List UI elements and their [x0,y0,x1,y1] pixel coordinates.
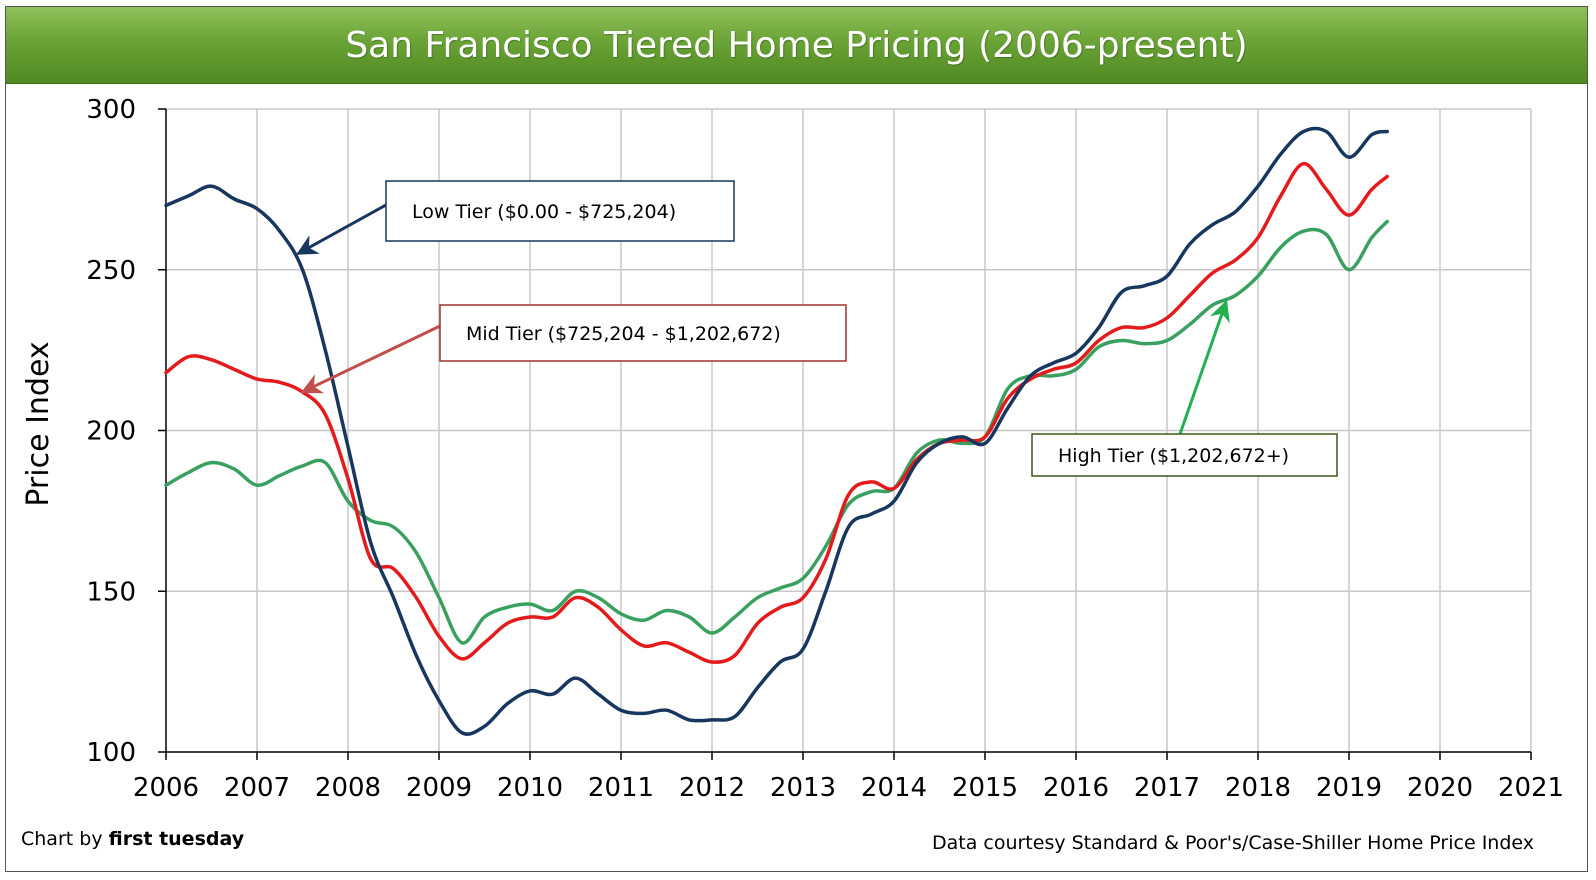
series-lines [164,126,1389,736]
series-line-mid-tier [164,161,1389,664]
x-tick-label: 2021 [1498,773,1564,803]
x-tick-label: 2013 [770,773,836,803]
x-tick-label: 2016 [1043,773,1109,803]
x-tick-label: 2007 [224,773,290,803]
annotation-high-tier-label: High Tier ($1,202,672+) [1058,445,1289,467]
arrow-high-tier [1178,299,1230,435]
credit-right: Data courtesy Standard & Poor's/Case-Shi… [931,832,1534,854]
y-tick-label: 250 [86,256,136,286]
arrow-low-tier [296,203,387,255]
x-tick-label: 2020 [1407,773,1473,803]
x-tick-label: 2006 [133,773,199,803]
credit-left-prefix: Chart by [21,828,109,850]
x-tick-label: 2019 [1316,773,1382,803]
x-tick-label: 2014 [861,773,927,803]
credit-left: Chart by first tuesday [21,828,244,850]
annotations: Low Tier ($0.00 - $725,204) Mid Tier ($72… [296,180,1338,477]
arrow-mid-tier [300,324,441,394]
x-tick-label: 2009 [406,773,472,803]
axes: 2006 2007 2008 2009 2010 2011 2012 2013 2014 2015… [86,95,1564,803]
gridlines [166,108,1532,752]
series-line-low-tier [164,126,1389,736]
annotation-low-tier-box [385,180,735,242]
x-tick-label: 2012 [679,773,745,803]
annotation-mid-tier-label: Mid Tier ($725,204 - $1,202,672) [466,323,781,345]
annotation-mid-tier-box [439,304,847,362]
credit-left-brand: first tuesday [108,828,245,850]
x-tick-label: 2010 [497,773,563,803]
x-tick-label: 2008 [315,773,381,803]
x-tick-label: 2015 [952,773,1018,803]
annotation-low-tier-label: Low Tier ($0.00 - $725,204) [412,201,676,223]
series-line-high-tier [164,219,1389,645]
title-bar: San Francisco Tiered Home Pricing (2006-… [6,7,1587,84]
x-tick-label: 2018 [1225,773,1291,803]
y-tick-label: 100 [86,738,136,768]
y-tick-label: 200 [86,417,136,447]
y-tick-label: 150 [86,577,136,607]
y-tick-label: 300 [86,95,136,125]
y-axis-title: Price Index [21,341,56,506]
annotation-high-tier-box [1031,433,1338,477]
chart-title: San Francisco Tiered Home Pricing (2006-… [345,24,1248,66]
x-tick-label: 2017 [1134,773,1200,803]
x-tick-label: 2011 [588,773,654,803]
